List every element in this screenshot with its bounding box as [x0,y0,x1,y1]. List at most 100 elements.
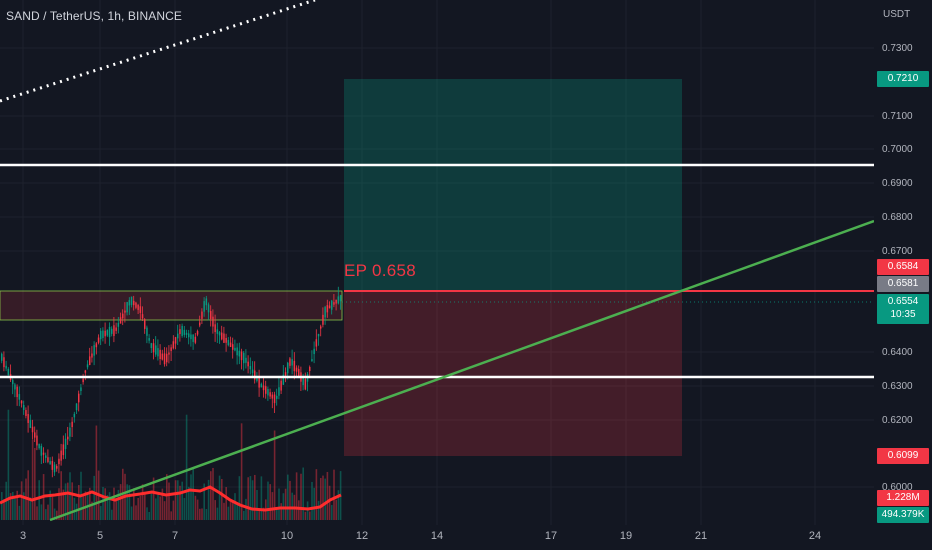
volume-bar [104,488,106,520]
last-marker-price-badge: 0.6581 [877,276,929,292]
candle-body [197,331,199,334]
volume-ma-badge: 1.228M [877,490,929,506]
volume-bar [155,498,157,520]
candle-body [230,343,232,347]
candle-body [80,387,82,391]
candle-body [162,354,164,360]
candle-body [239,351,241,357]
candle-body [47,457,49,462]
candle-body [102,331,104,338]
price-chart[interactable] [0,0,874,530]
volume-bar [41,504,43,520]
volume-bar [74,498,76,520]
candle-body [190,334,192,339]
volume-bar [34,448,36,520]
candle-body [166,354,168,363]
candle-body [104,331,106,337]
time-label: 12 [356,530,368,542]
volume-bar [210,471,212,520]
symbol-title[interactable]: SAND / TetherUS, 1h, BINANCE [6,9,182,23]
volume-bar [329,486,331,520]
candle-body [74,414,76,418]
candle-body [175,337,177,343]
target-zone[interactable] [344,79,682,290]
volume-bar [302,468,304,520]
candle-body [52,461,54,470]
price-zone-band[interactable] [0,291,342,320]
volume-bar [113,488,115,520]
candle-body [221,333,223,340]
candle-body [296,368,298,372]
price-axis[interactable]: USDT 0.7300 0.7100 0.7000 0.6900 0.6800 … [874,0,932,530]
candle-body [170,347,172,351]
volume-bar [232,502,234,520]
volume-bar [287,475,289,520]
candle-body [148,338,150,341]
candle-body [25,410,27,416]
time-label: 14 [431,530,443,542]
candle-body [87,364,89,367]
candle-body [43,453,45,455]
volume-bar [47,505,49,520]
candle-body [276,396,278,399]
volume-bar [214,500,216,520]
volume-bar [71,482,73,520]
candle-body [291,359,293,365]
volume-bar [131,507,133,520]
volume-bar [164,501,166,520]
volume-bar [199,509,201,520]
candle-body [69,428,71,437]
candle-body [38,444,40,448]
entry-price-label[interactable]: EP 0.658 [344,261,416,281]
volume-bar [45,509,47,520]
volume-bar [300,474,302,520]
candle-body [115,327,117,330]
candle-body [36,436,38,446]
volume-bar [78,485,80,520]
volume-bar [324,479,326,520]
candle-body [316,339,318,346]
candle-body [192,335,194,342]
volume-bar [228,507,230,520]
volume-bar [307,501,309,520]
candle-body [98,338,100,343]
axis-currency-label: USDT [883,9,910,20]
candle-body [179,329,181,334]
price-tick: 0.7000 [882,144,913,155]
candle-body [280,381,282,391]
stop-zone[interactable] [344,290,682,456]
candle-body [159,350,161,359]
candle-body [109,327,111,337]
volume-bar [21,481,23,520]
volume-bar [140,496,142,520]
volume-bar [120,484,122,520]
candle-body [331,301,333,310]
candle-body [96,343,98,347]
candle-body [124,311,126,313]
volume-bar [256,490,258,520]
candle-body [212,317,214,327]
volume-bar [247,477,249,520]
candle-body [252,370,254,374]
candle-body [19,394,21,400]
time-axis[interactable]: 3 5 7 10 12 14 17 19 21 24 [0,525,874,550]
stop-line-price-badge: 0.6584 [877,259,929,275]
candle-body [93,345,95,356]
chart-pane[interactable]: SAND / TetherUS, 1h, BINANCE EP 0.658 [0,0,874,530]
volume-bar [144,493,146,520]
candle-body [32,427,34,433]
price-tick: 0.6800 [882,212,913,223]
candle-body [65,439,67,449]
candle-body [214,324,216,332]
candle-body [151,343,153,348]
candle-body [78,394,80,403]
time-label: 7 [172,530,178,542]
volume-bar [186,415,188,520]
volume-bar [305,512,307,520]
volume-bar [148,512,150,520]
stop-price-badge: 0.6099 [877,448,929,464]
volume-bar [318,501,320,520]
volume-bar [166,474,168,520]
volume-bar [267,482,269,520]
time-label: 3 [20,530,26,542]
